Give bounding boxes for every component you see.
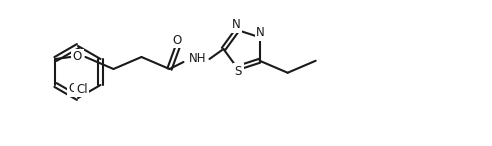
Text: O: O [173, 33, 182, 46]
Text: Cl: Cl [76, 82, 88, 95]
Text: S: S [235, 65, 242, 78]
Text: O: O [73, 51, 82, 64]
Text: N: N [256, 26, 265, 39]
Text: N: N [232, 19, 241, 32]
Text: NH: NH [189, 53, 206, 66]
Text: Cl: Cl [68, 82, 80, 95]
